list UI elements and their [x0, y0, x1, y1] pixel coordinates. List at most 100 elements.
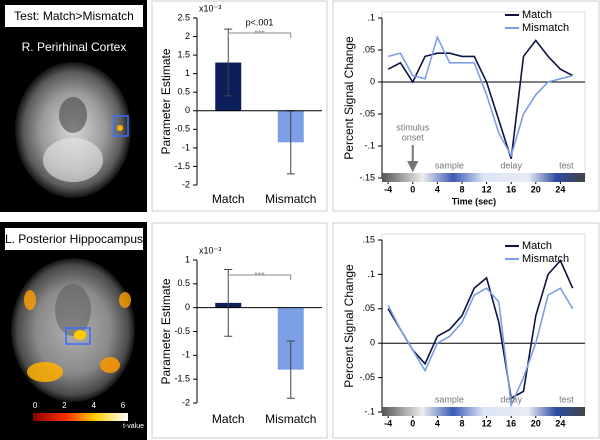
- y-tick-label: 0: [185, 105, 190, 115]
- phase-label: test: [559, 160, 574, 170]
- activation: [100, 357, 120, 373]
- y-tick-label: 1.5: [177, 49, 190, 59]
- y-tick-label: 2.5: [177, 12, 190, 22]
- y-tick-label: .1: [367, 12, 375, 22]
- x-tick-label: 24: [555, 184, 565, 194]
- annotation: onset: [402, 132, 425, 142]
- y-tick-label: 0.5: [177, 87, 190, 97]
- header-box: [5, 228, 143, 250]
- activation: [119, 292, 131, 308]
- header: Test: Match>Mismatch: [14, 9, 134, 23]
- y-tick-label: -0.5: [174, 326, 190, 336]
- colorbar-tick: 0: [33, 401, 38, 410]
- legend-label: Match: [522, 240, 552, 252]
- y-tick-label: 0: [185, 302, 190, 312]
- x-axis-label: Time (sec): [452, 196, 496, 206]
- y-tick-label: 0: [370, 76, 375, 86]
- x-tick-label: 20: [531, 184, 541, 194]
- y-tick-label: 2: [185, 31, 190, 41]
- legend-label: Mismatch: [522, 253, 569, 265]
- line: [387, 39, 574, 160]
- error-bar: [224, 28, 233, 97]
- y-tick-label: -1: [182, 350, 190, 360]
- y-tick-label: 0.5: [177, 278, 190, 288]
- phase-label: delay: [500, 394, 522, 404]
- colorbar-tick: 6: [121, 401, 126, 410]
- x-tick-label: Mismatch: [265, 192, 316, 206]
- y-tick-label: -2: [182, 179, 190, 189]
- activation: [117, 125, 123, 131]
- y-tick-label: -1.5: [174, 161, 190, 171]
- phase-label: test: [559, 394, 574, 404]
- x-tick-label: 16: [506, 418, 516, 428]
- x-tick-label: -4: [384, 418, 392, 428]
- activation: [74, 330, 86, 340]
- panel-frame: [332, 0, 600, 212]
- region-label: L. Posterior Hippocampus: [5, 232, 143, 246]
- annotation: ***: [254, 270, 265, 280]
- annotation: stimulus: [396, 122, 430, 132]
- x-tick-label: 0: [410, 184, 415, 194]
- y-tick-label: 0: [370, 338, 375, 348]
- y-axis-label: Percent Signal Change: [342, 36, 356, 160]
- brain-detail: [43, 138, 103, 182]
- y-tick-label: -0.5: [174, 124, 190, 134]
- activation: [24, 290, 36, 310]
- x-tick-label: 12: [482, 418, 492, 428]
- y-tick-label: -1.5: [174, 374, 190, 384]
- brain-detail: [55, 284, 91, 336]
- y-tick-label: 1: [185, 254, 190, 264]
- x-tick-label: 20: [531, 418, 541, 428]
- y-tick-label: -.1: [364, 406, 375, 416]
- y-axis-label: Percent Signal Change: [342, 264, 356, 388]
- x-tick-label: 4: [435, 418, 440, 428]
- y-axis-label: Parameter Estimate: [159, 48, 173, 154]
- x-tick-label: 24: [555, 418, 565, 428]
- x-tick-label: 8: [459, 184, 464, 194]
- region-label: R. Perirhinal Cortex: [22, 40, 127, 54]
- significance-bracket: [227, 274, 292, 280]
- y-tick-label: -.1: [364, 140, 375, 150]
- roi-box: [65, 327, 91, 345]
- y-tick-label: .05: [362, 44, 375, 54]
- line: [387, 34, 573, 158]
- x-tick-label: 16: [506, 184, 516, 194]
- annotation: ***: [254, 28, 265, 38]
- y-axis-label: Parameter Estimate: [159, 278, 173, 384]
- phase-label: delay: [500, 160, 522, 170]
- activation: [27, 362, 63, 382]
- x-tick-label: 0: [410, 418, 415, 428]
- y-tick-label: -.05: [359, 108, 375, 118]
- y-tick-label: -.05: [359, 372, 375, 382]
- legend-label: Mismatch: [522, 22, 569, 34]
- x-tick-label: 8: [459, 418, 464, 428]
- y-scale-label: x10⁻³: [199, 245, 221, 255]
- onset-arrow: [407, 145, 419, 173]
- x-tick-label: -4: [384, 184, 392, 194]
- roi-box: [113, 115, 129, 137]
- y-tick-label: 1: [185, 68, 190, 78]
- timeline: [382, 407, 585, 416]
- y-tick-label: .15: [362, 234, 375, 244]
- y-scale-label: x10⁻³: [199, 3, 221, 13]
- header-box: [5, 5, 143, 27]
- y-tick-label: -.15: [359, 172, 375, 182]
- significance-bracket: [227, 32, 292, 38]
- colorbar-tick: 4: [91, 401, 96, 410]
- panel-frame: [151, 0, 328, 212]
- x-tick-label: 12: [482, 184, 492, 194]
- legend-label: Match: [522, 9, 552, 21]
- y-tick-label: -2: [182, 397, 190, 407]
- line: [387, 259, 574, 400]
- panel-frame: [332, 222, 600, 439]
- phase-label: sample: [435, 160, 464, 170]
- y-tick-label: -1: [182, 142, 190, 152]
- error-bar: [224, 269, 233, 337]
- colorbar-tick: 2: [62, 401, 67, 410]
- colorbar: [33, 413, 128, 421]
- panel-frame: [151, 222, 328, 439]
- annotation: p<.001: [246, 17, 274, 27]
- x-tick-label: Match: [212, 412, 245, 426]
- x-tick-label: Mismatch: [265, 412, 316, 426]
